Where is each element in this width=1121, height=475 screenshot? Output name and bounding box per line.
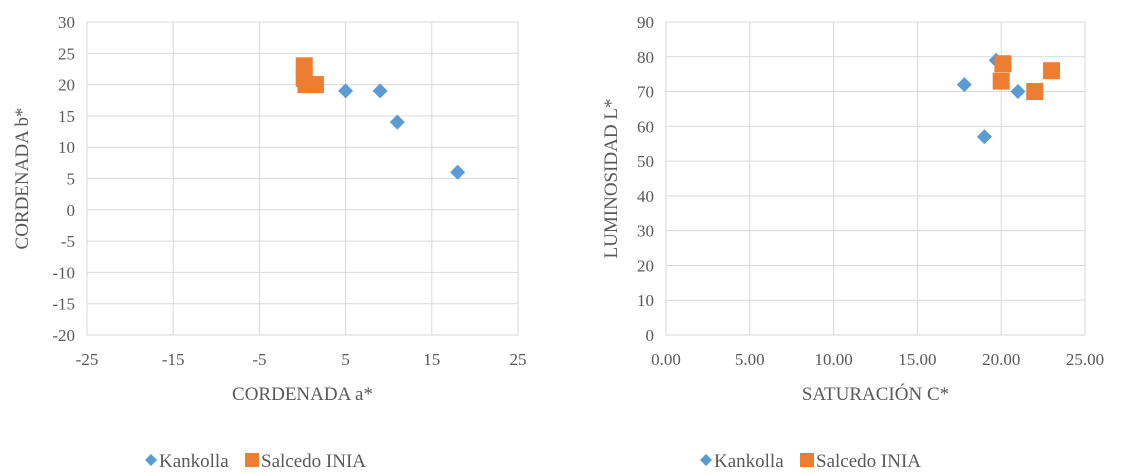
point-kankolla [450, 164, 466, 180]
y-axis-title: CORDENADA b* [12, 108, 33, 250]
y-tick-label: 0 [67, 201, 76, 220]
legend-label-salcedo-inia: Salcedo INIA [261, 451, 366, 472]
y-tick-label: 10 [637, 291, 654, 310]
x-tick-label: 15.00 [898, 350, 936, 369]
x-tick-label: 25.00 [1066, 350, 1104, 369]
plot-area [86, 21, 519, 336]
legend-marker-kankolla [700, 454, 712, 466]
y-tick-label: 20 [58, 76, 75, 95]
legend-label-salcedo-inia: Salcedo INIA [816, 451, 921, 472]
legend: Kankolla Salcedo INIA [145, 451, 366, 472]
y-tick-label: 90 [637, 13, 654, 32]
y-tick-label: 70 [637, 83, 654, 102]
y-tick-label: 0 [646, 326, 655, 345]
y-tick-label: 60 [637, 117, 654, 136]
point-salcedo-inia [1026, 83, 1044, 101]
chart-2: 0 10 20 30 40 50 60 70 80 90 0.00 5.00 10.00 15.00 20.… [601, 13, 1104, 472]
x-tick-label: -25 [76, 350, 99, 369]
y-tick-label: 5 [67, 170, 76, 189]
x-tick-label: 10.00 [814, 350, 852, 369]
x-tick-label: 0.00 [651, 350, 681, 369]
x-tick-label: 15 [423, 350, 440, 369]
y-tick-label: -15 [52, 295, 75, 314]
legend: Kankolla Salcedo INIA [700, 451, 921, 472]
y-tick-label: -10 [52, 263, 75, 282]
x-tick-label: 5.00 [735, 350, 765, 369]
legend-marker-salcedo-inia [800, 453, 814, 467]
point-kankolla [1010, 84, 1026, 100]
point-salcedo-inia [994, 55, 1012, 73]
point-kankolla [389, 114, 405, 130]
point-salcedo-inia [306, 76, 324, 94]
y-tick-label: 20 [637, 256, 654, 275]
plot-area [665, 21, 1086, 336]
y-axis-title: LUMINOSIDAD L* [601, 99, 622, 259]
y-tick-label: 80 [637, 48, 654, 67]
legend-marker-salcedo-inia [245, 453, 259, 467]
y-tick-label: 50 [637, 152, 654, 171]
legend-marker-kankolla [145, 454, 157, 466]
y-tick-label: -20 [52, 326, 75, 345]
legend-label-kankolla: Kankolla [714, 451, 784, 472]
y-tick-label: 40 [637, 187, 654, 206]
y-tick-label: 10 [58, 138, 75, 157]
chart-1: -20 -15 -10 -5 0 5 10 15 20 25 30 -25 -15 -5 5 15 25 CORD… [12, 13, 527, 472]
point-kankolla [976, 129, 992, 145]
x-tick-label: 20.00 [982, 350, 1020, 369]
point-kankolla [372, 83, 388, 99]
point-salcedo-inia [1042, 62, 1060, 80]
legend-label-kankolla: Kankolla [159, 451, 229, 472]
point-salcedo-inia [992, 72, 1010, 90]
x-axis-title: CORDENADA a* [232, 384, 373, 405]
x-axis-title: SATURACIÓN C* [802, 383, 949, 405]
y-tick-label: -5 [61, 232, 75, 251]
x-tick-label: -15 [162, 350, 185, 369]
x-tick-label: 5 [341, 350, 350, 369]
point-kankolla [338, 83, 354, 99]
x-tick-label: -5 [252, 350, 266, 369]
point-kankolla [956, 77, 972, 93]
y-tick-label: 25 [58, 44, 75, 63]
y-tick-label: 30 [58, 13, 75, 32]
x-tick-label: 25 [510, 350, 527, 369]
y-tick-label: 30 [637, 222, 654, 241]
y-tick-label: 15 [58, 107, 75, 126]
